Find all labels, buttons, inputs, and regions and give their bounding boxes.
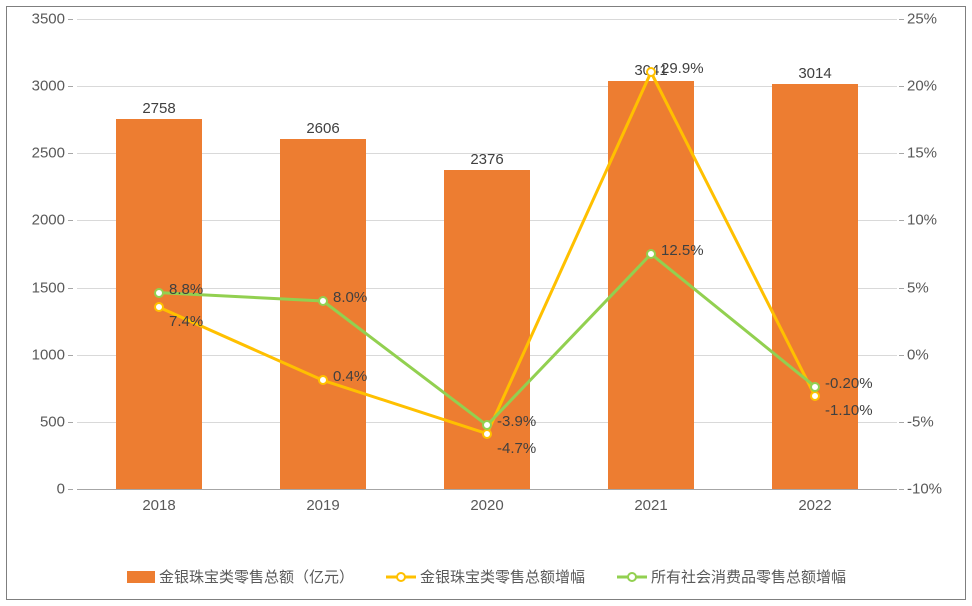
bar-label: 2376 (470, 152, 503, 167)
y-right-tick: -10% (907, 482, 967, 497)
bar-label: 2606 (306, 121, 339, 136)
x-tick-label: 2018 (142, 497, 175, 514)
line2-marker (646, 249, 656, 259)
y-left-tick: 3500 (5, 12, 65, 27)
line1-label: 7.4% (169, 314, 203, 329)
y-left-tick: 1500 (5, 280, 65, 295)
legend-item: 金银珠宝类零售总额增幅 (386, 566, 585, 587)
line2-marker (810, 382, 820, 392)
y-left-tick: 1000 (5, 347, 65, 362)
line1-label: 0.4% (333, 369, 367, 384)
legend-item: 所有社会消费品零售总额增幅 (617, 566, 846, 587)
x-tick-label: 2022 (798, 497, 831, 514)
y-axis-right: -10%-5%0%5%10%15%20%25% (897, 19, 965, 489)
y-left-tick: 500 (5, 414, 65, 429)
line1-label: -1.10% (825, 403, 873, 418)
bar-label: 3014 (798, 66, 831, 81)
line1-label: 29.9% (661, 61, 704, 76)
line1-marker (318, 375, 328, 385)
y-left-tick: 0 (5, 482, 65, 497)
y-left-tick: 3000 (5, 79, 65, 94)
line2-label: 8.8% (169, 282, 203, 297)
legend-label: 所有社会消费品零售总额增幅 (651, 566, 846, 587)
line2-marker (482, 420, 492, 430)
line1-marker (810, 391, 820, 401)
chart-container: 0 500 1000 1500 2000 2500 3000 3500 -10% -5% 0% 5%… (6, 6, 966, 600)
line1-label: -4.7% (497, 441, 536, 456)
plot-area: 275826062376304130147.4%0.4%-4.7%29.9%-1… (77, 19, 897, 489)
labels-layer: 275826062376304130147.4%0.4%-4.7%29.9%-1… (77, 19, 897, 489)
y-axis-left: 0500100015002000250030003500 (7, 19, 75, 489)
line2-marker (154, 288, 164, 298)
y-right-tick: 10% (907, 213, 967, 228)
x-tick-label: 2019 (306, 497, 339, 514)
y-right-tick: -5% (907, 414, 967, 429)
line1-marker (646, 67, 656, 77)
legend-row: 金银珠宝类零售总额（亿元） 金银珠宝类零售总额增幅 所有社会消费品零售总额增幅 (127, 566, 847, 587)
legend-label: 金银珠宝类零售总额增幅 (420, 566, 585, 587)
y-right-tick: 5% (907, 280, 967, 295)
line2-label: -3.9% (497, 414, 536, 429)
line2-label: 8.0% (333, 290, 367, 305)
legend-swatch-line (617, 571, 647, 583)
legend-swatch-bar (127, 571, 155, 583)
legend-item: 金银珠宝类零售总额（亿元） (127, 566, 354, 587)
y-left-tick: 2000 (5, 213, 65, 228)
line1-marker (154, 302, 164, 312)
line2-label: -0.20% (825, 376, 873, 391)
line2-marker (318, 296, 328, 306)
y-right-tick: 0% (907, 347, 967, 362)
y-right-tick: 15% (907, 146, 967, 161)
x-tick-label: 2020 (470, 497, 503, 514)
bar-label: 2758 (142, 101, 175, 116)
y-right-tick: 20% (907, 79, 967, 94)
line2-label: 12.5% (661, 243, 704, 258)
y-right-tick: 25% (907, 12, 967, 27)
x-tick-label: 2021 (634, 497, 667, 514)
legend: 金银珠宝类零售总额（亿元） 金银珠宝类零售总额增幅 所有社会消费品零售总额增幅 (127, 566, 847, 587)
legend-swatch-line (386, 571, 416, 583)
y-left-tick: 2500 (5, 146, 65, 161)
legend-label: 金银珠宝类零售总额（亿元） (159, 566, 354, 587)
